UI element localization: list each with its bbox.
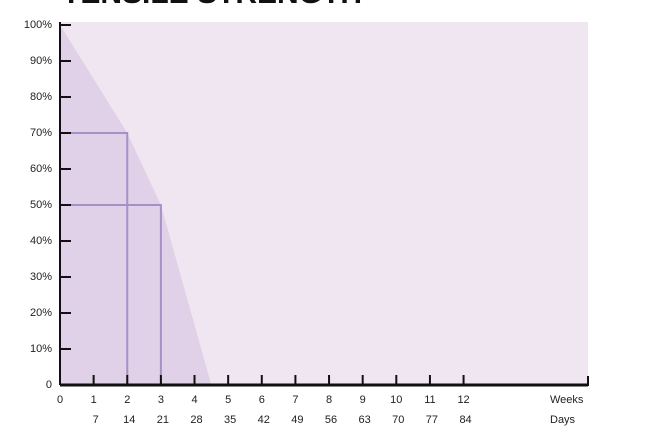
x-tick-label: 4 [191,394,197,406]
x-tick-label: 5 [225,394,231,406]
y-tick-label: 90% [30,55,52,67]
x-tick-label: 9 [360,394,366,406]
reference-line [60,204,162,385]
x2-tick-label: 84 [459,414,471,426]
y-tick-label: 20% [30,307,52,319]
y-tick-label: 80% [30,91,52,103]
x2-tick-label: 70 [392,414,404,426]
x2-tick-label: 63 [359,414,371,426]
x-tick-label: 7 [292,394,298,406]
x-tick-label: 12 [457,394,469,406]
x-tick-label: 11 [424,394,435,406]
x2-tick-label: 14 [123,414,135,426]
y-tick-label: 0 [46,379,52,391]
x2-tick-label: 77 [426,414,438,426]
x2-tick-label: 49 [291,414,303,426]
y-tick-label: 50% [30,199,52,211]
y-tick-label: 100% [24,19,52,31]
x-tick-label: 10 [390,394,402,406]
y-tick-label: 30% [30,271,52,283]
y-tick-label: 70% [30,127,52,139]
x2-tick-label: 7 [93,414,99,426]
y-tick-label: 40% [30,235,52,247]
x-tick-label: 6 [259,394,265,406]
x2-tick-label: 42 [258,414,270,426]
reference-line [60,132,129,385]
x2-tick-label: 21 [157,414,169,426]
x-tick-label: 2 [124,394,130,406]
x-tick-label: 8 [326,394,332,406]
x2-tick-label: 56 [325,414,337,426]
y-tick-label: 60% [30,163,52,175]
y-tick-label: 10% [30,343,52,355]
x2-tick-label: 28 [190,414,202,426]
x2-axis-label: Days [550,414,576,426]
x2-tick-label: 35 [224,414,236,426]
x-axis-label: Weeks [550,394,584,406]
chart-title: TENSILE STRENGTH [62,0,362,10]
x-tick-label: 1 [91,394,97,406]
x-tick-label: 0 [57,394,63,406]
x-tick-label: 3 [158,394,164,406]
